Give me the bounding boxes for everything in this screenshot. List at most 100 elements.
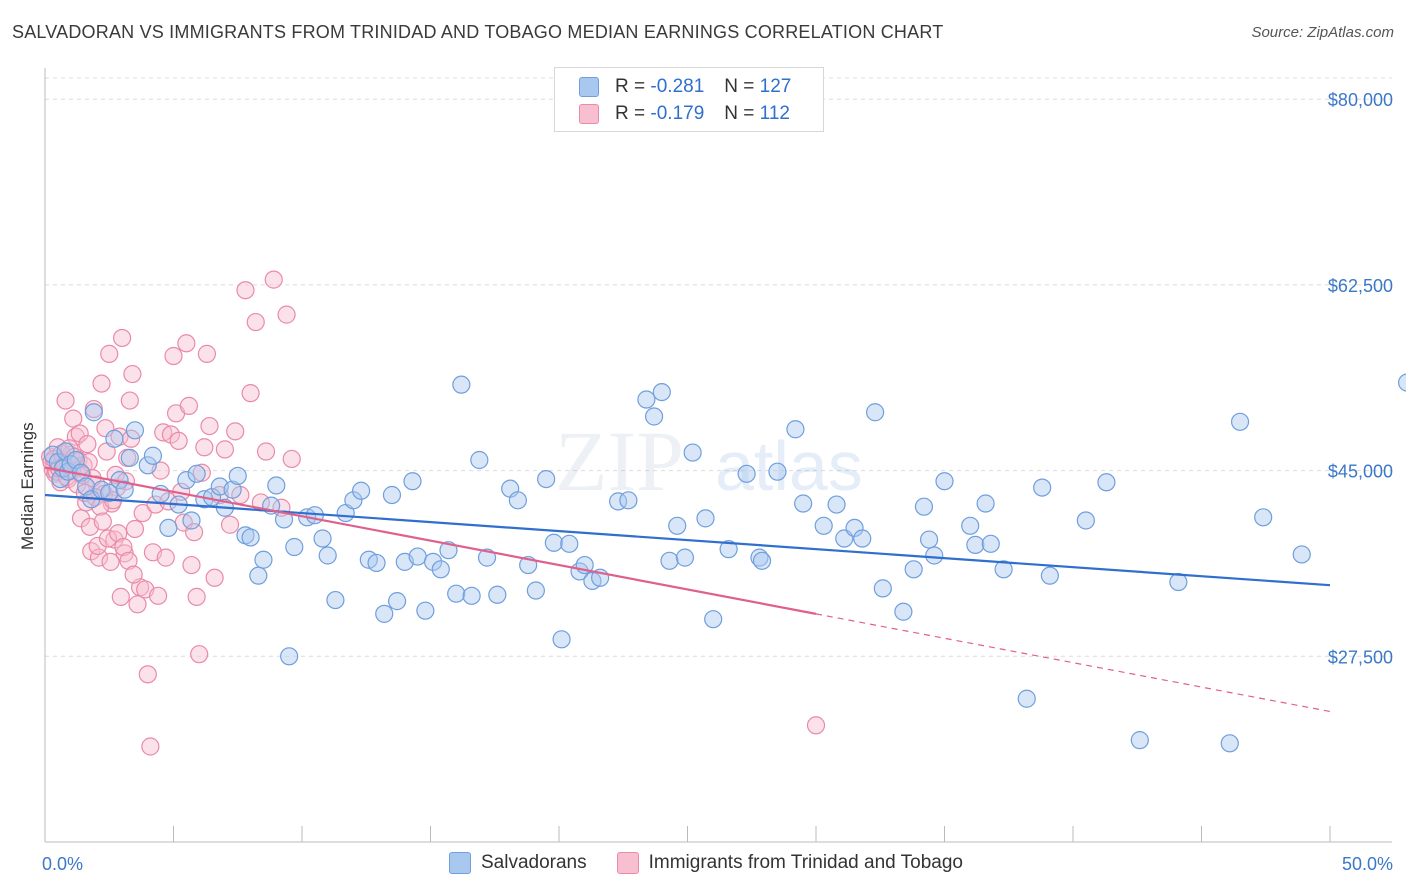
salvadoran-point — [470, 450, 489, 470]
axes — [44, 68, 1392, 843]
gridlines — [45, 77, 1392, 657]
trinidad-point — [133, 503, 152, 523]
trinidad-point — [195, 438, 214, 457]
trinidad-point — [123, 364, 142, 384]
salvadoran-point — [619, 491, 638, 510]
trinidad-point — [98, 529, 118, 548]
salvadoran-point — [423, 552, 443, 571]
salvadoran-point — [981, 534, 1000, 553]
trinidad-point — [138, 665, 157, 684]
salvadoran-point — [537, 470, 556, 489]
trinidad-point — [282, 449, 301, 469]
salvadoran-point — [873, 579, 892, 598]
salvadoran-point — [1130, 731, 1149, 750]
salvadoran-point — [138, 456, 157, 475]
trinidad-point — [120, 391, 139, 410]
salvadoran-point — [786, 420, 805, 439]
trinidad-point — [109, 524, 128, 543]
salvadoran-point — [1076, 511, 1095, 530]
salvadoran-point — [143, 446, 163, 465]
legend-r-value: -0.179 — [650, 103, 705, 124]
salvadoran-point — [105, 429, 124, 448]
trinidad-point — [179, 396, 199, 415]
salvadoran-point — [382, 485, 402, 505]
trinidad-point — [119, 551, 138, 570]
legend-swatch-blue — [579, 77, 599, 97]
salvadoran-point — [249, 566, 268, 585]
salvadoran-point — [1040, 566, 1059, 585]
trinidad-point — [101, 552, 120, 571]
trinidad-point — [111, 587, 130, 606]
series-salvadoran-points — [43, 373, 1406, 753]
trinidad-point — [187, 587, 206, 606]
salvadoran-point — [228, 466, 247, 486]
trinidad-point — [246, 312, 265, 332]
salvadoran-point — [403, 472, 422, 491]
salvadoran-point — [794, 494, 813, 513]
salvadoran-point — [544, 533, 563, 552]
salvadoran-point — [894, 602, 913, 621]
salvadoran-point — [644, 407, 664, 426]
trinidad-point — [215, 440, 234, 459]
salvadoran-point — [326, 590, 345, 610]
salvadoran-point — [976, 494, 995, 513]
chart-title: SALVADORAN VS IMMIGRANTS FROM TRINIDAD A… — [12, 22, 944, 42]
salvadoran-point — [254, 550, 273, 569]
x-tick-label: 50.0% — [1342, 854, 1393, 874]
salvadoran-point — [853, 529, 872, 548]
legend-item-salvadorans: Salvadorans — [449, 852, 587, 874]
salvadoran-point — [904, 560, 923, 579]
trinidad-point — [156, 548, 175, 567]
legend-swatch-pink — [579, 104, 599, 124]
salvadoran-point — [280, 647, 299, 666]
trinidad-point — [164, 346, 183, 366]
trinidad-point — [125, 519, 145, 539]
legend-swatch-pink — [616, 852, 639, 874]
salvadoran-point — [452, 375, 471, 394]
legend-label-trinidad: Immigrants from Trinidad and Tobago — [648, 852, 963, 873]
legend-n-value: 112 — [759, 103, 790, 124]
legend-stats: R = -0.281 N = 127 R = -0.179 N = 112 — [554, 67, 824, 132]
salvadoran-point — [827, 495, 846, 514]
salvadoran-point — [241, 528, 260, 547]
salvadoran-point — [431, 560, 450, 579]
salvadoran-point — [159, 518, 178, 538]
salvadoran-point — [683, 443, 702, 462]
trinidad-point — [78, 434, 97, 454]
salvadoran-point — [668, 516, 687, 535]
legend-n-value: 127 — [759, 76, 792, 97]
salvadoran-point — [352, 481, 371, 500]
salvadoran-point — [994, 560, 1013, 579]
salvadoran-point — [367, 553, 386, 573]
salvadoran-point — [120, 448, 139, 467]
salvadoran-point — [750, 548, 769, 567]
salvadoran-point — [1097, 473, 1116, 492]
legend-r-label: R = — [615, 103, 646, 124]
trinidad-trend-line — [44, 466, 817, 615]
watermark: ZIP atlas — [555, 413, 863, 509]
trinidad-point — [200, 416, 219, 436]
trinidad-point — [197, 344, 217, 363]
trinidad-point — [169, 431, 188, 450]
salvadoran-point — [696, 509, 715, 528]
trinidad-trend-extension — [815, 613, 1331, 713]
trinidad-point — [220, 515, 240, 534]
bottom-legend: Salvadorans Immigrants from Trinidad and… — [449, 852, 993, 874]
trinidad-point — [100, 344, 119, 363]
salvadoran-point — [344, 491, 363, 510]
trinidad-point — [205, 568, 224, 587]
salvadoran-point — [462, 586, 481, 605]
salvadoran-point — [652, 382, 671, 402]
trinidad-point — [88, 536, 107, 556]
salvadoran-point — [267, 476, 286, 495]
salvadoran-point — [961, 516, 980, 535]
salvadoran-point — [1254, 508, 1273, 527]
salvadoran-point — [387, 592, 407, 611]
salvadoran-point — [1033, 478, 1052, 497]
legend-n-label: N = — [724, 103, 755, 124]
legend-row-salvadorans: R = -0.281 N = 127 — [579, 75, 791, 99]
salvadoran-point — [416, 601, 435, 620]
trinidad-point — [241, 384, 260, 403]
trinidad-point — [806, 716, 826, 735]
